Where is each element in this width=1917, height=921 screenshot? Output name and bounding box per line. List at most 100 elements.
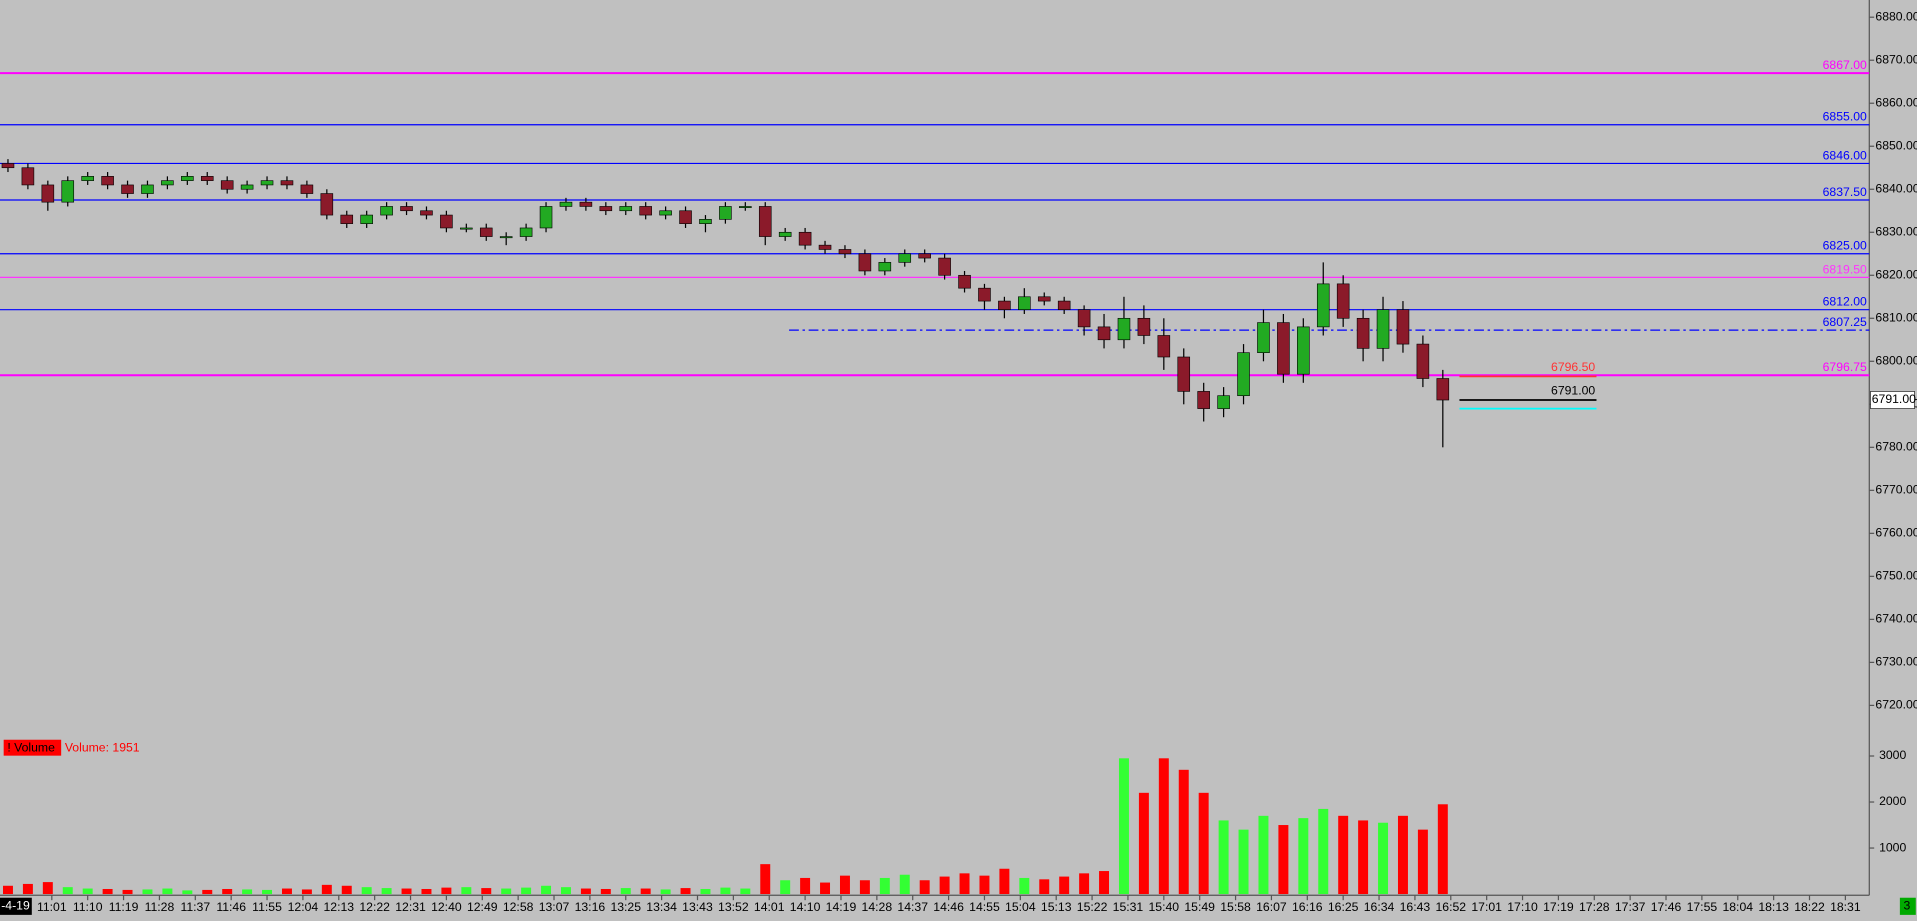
date-box xyxy=(0,897,32,915)
candle-body xyxy=(838,249,852,255)
candle-body xyxy=(240,184,254,190)
candle-body xyxy=(1057,300,1071,310)
volume-bar xyxy=(142,889,153,895)
x-tick-label: 17:28 xyxy=(1579,900,1610,914)
volume-bar xyxy=(481,888,492,895)
volume-bar xyxy=(879,877,890,895)
volume-bar xyxy=(341,885,352,895)
x-tick-label: 16:25 xyxy=(1328,900,1359,914)
volume-bar xyxy=(521,887,532,895)
volume-bar xyxy=(839,875,850,895)
x-tick-label: 14:01 xyxy=(754,900,785,914)
candle-body xyxy=(1356,317,1370,349)
y-tick-label: 6820.00 xyxy=(1875,268,1917,282)
x-tick-label: 11:10 xyxy=(73,900,103,914)
x-tick-label: 14:19 xyxy=(826,900,857,914)
candle-body xyxy=(380,206,393,216)
volume-bar xyxy=(1437,804,1448,895)
candle-body xyxy=(798,231,812,246)
volume-bar xyxy=(381,888,392,895)
volume-bar xyxy=(1278,825,1289,895)
candle-body xyxy=(639,206,652,216)
volume-bar xyxy=(421,888,432,895)
candle-body xyxy=(41,184,55,203)
last-price-label: 6791.00 xyxy=(1872,392,1916,406)
volume-bar xyxy=(182,890,193,895)
volume-bar xyxy=(2,885,13,895)
candle-body xyxy=(1177,356,1191,392)
volume-bar xyxy=(22,883,33,895)
volume-bar xyxy=(600,888,611,895)
price-level-label: 6807.25 xyxy=(1823,315,1867,329)
candle-body xyxy=(918,253,931,259)
x-tick-label: 12:22 xyxy=(359,900,390,914)
candle-body xyxy=(758,206,772,237)
y-tick-label: 6860.00 xyxy=(1875,95,1917,109)
x-tick-label: 13:25 xyxy=(610,900,641,914)
x-tick-label: 11:46 xyxy=(216,900,246,914)
candle-body xyxy=(1376,309,1390,349)
candle-body xyxy=(161,180,174,186)
volume-bar xyxy=(361,887,372,895)
price-level-label: 6825.00 xyxy=(1823,239,1867,253)
candle-body xyxy=(479,227,493,237)
volume-label: Volume: 1951 xyxy=(65,741,140,755)
x-tick-label: 15:22 xyxy=(1077,900,1108,914)
volume-bar xyxy=(401,888,412,895)
x-tick-label: 11:01 xyxy=(37,900,67,914)
volume-bar xyxy=(1258,815,1269,895)
y-tick-label: 6740.00 xyxy=(1875,612,1917,626)
candle-body xyxy=(1277,322,1290,375)
volume-bar xyxy=(899,874,910,895)
y-tick-label: 6780.00 xyxy=(1875,440,1917,454)
candle-body xyxy=(440,214,453,229)
candle-body xyxy=(679,210,692,224)
volume-bar xyxy=(740,888,751,895)
candle-body xyxy=(1257,322,1270,354)
volume-bar xyxy=(1218,820,1229,895)
x-tick-label: 15:49 xyxy=(1184,900,1215,914)
volume-bar xyxy=(1238,829,1249,895)
candle-body xyxy=(1297,326,1310,375)
candle-body xyxy=(599,206,613,212)
volume-bar xyxy=(780,880,791,895)
price-level-label: 6846.00 xyxy=(1823,148,1867,162)
volume-bar xyxy=(720,887,731,895)
candle-body xyxy=(539,206,553,229)
x-tick-label: 18:31 xyxy=(1830,900,1861,914)
volume-bar xyxy=(1338,815,1349,895)
candle-body xyxy=(619,206,633,212)
candle-body xyxy=(21,167,35,186)
candle-body xyxy=(938,257,951,276)
x-tick-label: 15:40 xyxy=(1149,900,1180,914)
x-tick-label: 17:01 xyxy=(1471,900,1502,914)
volume-bar xyxy=(979,875,990,895)
x-tick-label: 16:16 xyxy=(1292,900,1323,914)
x-tick-label: 12:04 xyxy=(288,900,319,914)
y-tick-label: 6800.00 xyxy=(1875,354,1917,368)
price-level-label: 6837.50 xyxy=(1823,185,1867,199)
candle-body xyxy=(420,210,433,216)
x-tick-label: 11:19 xyxy=(109,900,139,914)
x-tick-label: 13:07 xyxy=(539,900,570,914)
y-tick-label: 6770.00 xyxy=(1875,483,1917,497)
x-tick-label: 17:46 xyxy=(1651,900,1682,914)
volume-tick-label: 1000 xyxy=(1879,840,1906,854)
volume-bar xyxy=(640,888,651,895)
x-tick-label: 14:46 xyxy=(933,900,964,914)
y-tick-label: 6830.00 xyxy=(1875,224,1917,238)
volume-bar xyxy=(560,887,571,895)
x-tick-label: 17:55 xyxy=(1687,900,1718,914)
x-tick-label: 17:10 xyxy=(1507,900,1538,914)
candle-body xyxy=(1416,343,1430,379)
candle-body xyxy=(280,180,294,186)
volume-bar xyxy=(62,887,73,895)
volume-bar xyxy=(82,888,93,895)
volume-bar xyxy=(42,882,53,895)
volume-bar xyxy=(541,885,552,895)
volume-bar xyxy=(1039,879,1050,895)
x-tick-label: 15:31 xyxy=(1113,900,1144,914)
volume-bar xyxy=(1059,876,1070,895)
